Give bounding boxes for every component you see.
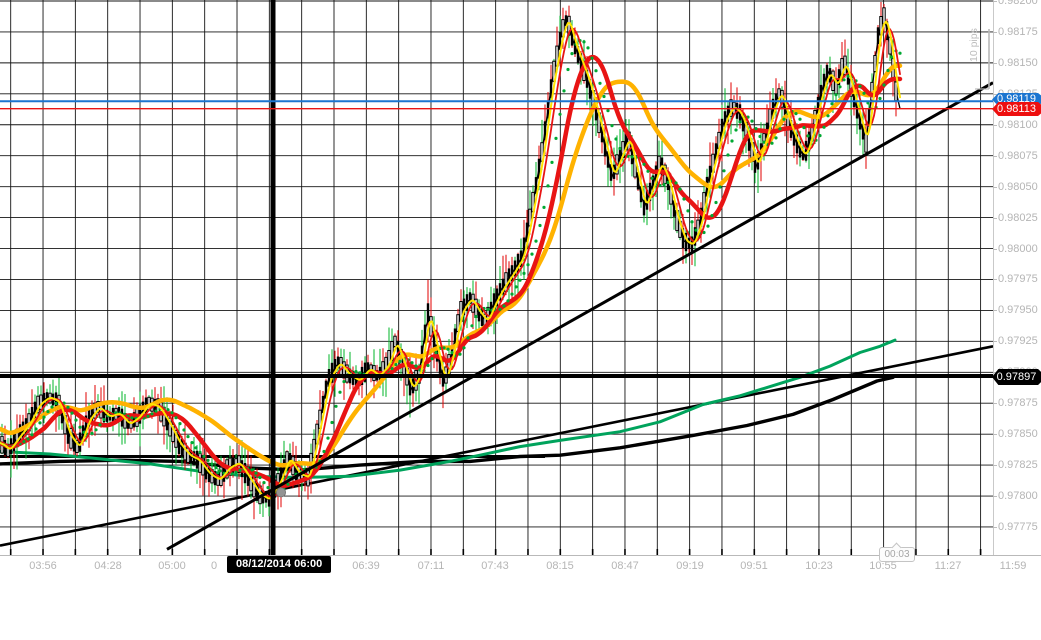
price-axis-label: 0.97850: [998, 428, 1038, 441]
price-axis-label: 0.97800: [998, 490, 1038, 503]
time-axis-label: 06:39: [352, 560, 380, 572]
time-axis-label: 08:47: [611, 560, 639, 572]
price-axis-tick: [993, 310, 997, 312]
price-axis-label: 0.98150: [998, 56, 1038, 69]
price-axis-label: 0.98000: [998, 242, 1038, 255]
price-axis-label: 0.98050: [998, 180, 1038, 193]
time-axis-label: 09:19: [676, 560, 704, 572]
price-axis-tick: [993, 186, 997, 188]
time-axis-label: 05:00: [158, 560, 186, 572]
price-axis-tick: [993, 124, 997, 126]
level-price-tag: 0.97897: [992, 369, 1041, 385]
price-axis-tick: [993, 1, 997, 2]
time-axis-label: 04:28: [94, 560, 122, 572]
time-axis-label: 11:27: [934, 560, 962, 572]
time-axis-label: 09:51: [740, 560, 768, 572]
price-axis-label: 0.97825: [998, 459, 1038, 472]
price-axis-label: 0.97775: [998, 520, 1038, 533]
clipped-time-label: 0: [211, 560, 218, 572]
price-axis-tick: [993, 372, 997, 374]
price-axis-tick: [993, 526, 997, 528]
time-axis-label: 07:11: [417, 560, 445, 572]
price-axis-tick: [993, 434, 997, 436]
price-axis-label: 0.98200: [998, 0, 1038, 7]
time-axis-label: 11:59: [999, 560, 1027, 572]
time-axis-label: 08:15: [546, 560, 574, 572]
price-axis-label: 0.98025: [998, 211, 1038, 224]
price-axis-tick: [993, 155, 997, 157]
price-axis-label: 0.97875: [998, 397, 1038, 410]
price-axis-tick: [993, 62, 997, 64]
price-axis-tick: [993, 248, 997, 250]
price-axis-tick: [993, 93, 997, 95]
trendline-anchor-handle[interactable]: [275, 487, 286, 498]
price-axis-label: 0.97925: [998, 335, 1038, 348]
time-axis-separator: [0, 555, 1041, 556]
time-axis-label: 03:56: [29, 560, 57, 572]
date-time-marker-tag: 08/12/2014 06:00: [227, 556, 332, 573]
price-axis-tick: [993, 341, 997, 343]
price-axis-tick: [993, 217, 997, 219]
price-axis-label: 0.98075: [998, 149, 1038, 162]
price-axis-tick: [993, 403, 997, 405]
countdown-text: 00:03: [884, 549, 910, 560]
price-axis-tick: [993, 279, 997, 281]
price-axis-tick: [993, 31, 997, 33]
time-axis-label: 10:23: [805, 560, 833, 572]
ask-price-tag: 0.98113: [992, 102, 1041, 116]
bar-countdown-timer: 00:03: [879, 542, 915, 562]
pip-scale-label: 10 pips: [968, 28, 980, 62]
price-axis-separator: [993, 0, 994, 555]
time-axis-label: 07:43: [481, 560, 509, 572]
price-axis-label: 0.97975: [998, 273, 1038, 286]
price-axis-tick: [993, 496, 997, 498]
price-axis-tick: [993, 465, 997, 467]
time-axis-label: 10:55: [869, 560, 897, 572]
price-axis-label: 0.98175: [998, 25, 1038, 38]
price-axis-label: 0.97950: [998, 304, 1038, 317]
price-axis-label: 0.98100: [998, 118, 1038, 131]
